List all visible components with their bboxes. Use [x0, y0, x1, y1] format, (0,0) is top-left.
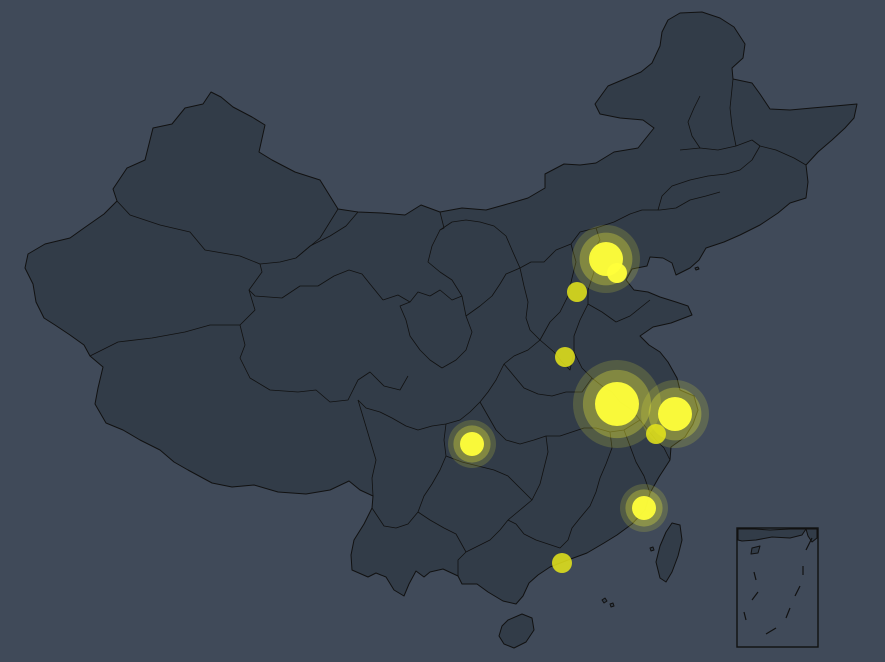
point-dot	[595, 382, 639, 426]
map-point-hangzhou[interactable]	[646, 424, 666, 444]
point-dot	[555, 347, 575, 367]
point-dot	[646, 424, 666, 444]
map-point-chongqing[interactable]	[448, 420, 496, 468]
point-dot	[460, 432, 484, 456]
map-point-guangzhou[interactable]	[552, 553, 572, 573]
city-points	[448, 225, 709, 573]
point-dot	[607, 263, 627, 283]
point-dot	[567, 282, 587, 302]
map-point-zhengzhou[interactable]	[555, 347, 575, 367]
point-dot	[658, 397, 692, 431]
map-point-nanjing[interactable]	[573, 360, 661, 448]
point-dot	[632, 496, 656, 520]
small-island	[609, 602, 615, 608]
map-point-fuzhou[interactable]	[620, 484, 668, 532]
map-point-beijing[interactable]	[572, 225, 640, 293]
point-dot	[552, 553, 572, 573]
small-island	[649, 546, 655, 552]
small-island	[601, 597, 608, 604]
south-china-sea-inset	[736, 527, 819, 648]
china-mainland	[24, 11, 858, 605]
small-island	[694, 266, 700, 271]
map-point-shijiazhuang[interactable]	[567, 282, 587, 302]
hainan-island	[498, 613, 535, 649]
taiwan-island	[655, 522, 683, 583]
map-point-tianjin[interactable]	[607, 263, 627, 283]
